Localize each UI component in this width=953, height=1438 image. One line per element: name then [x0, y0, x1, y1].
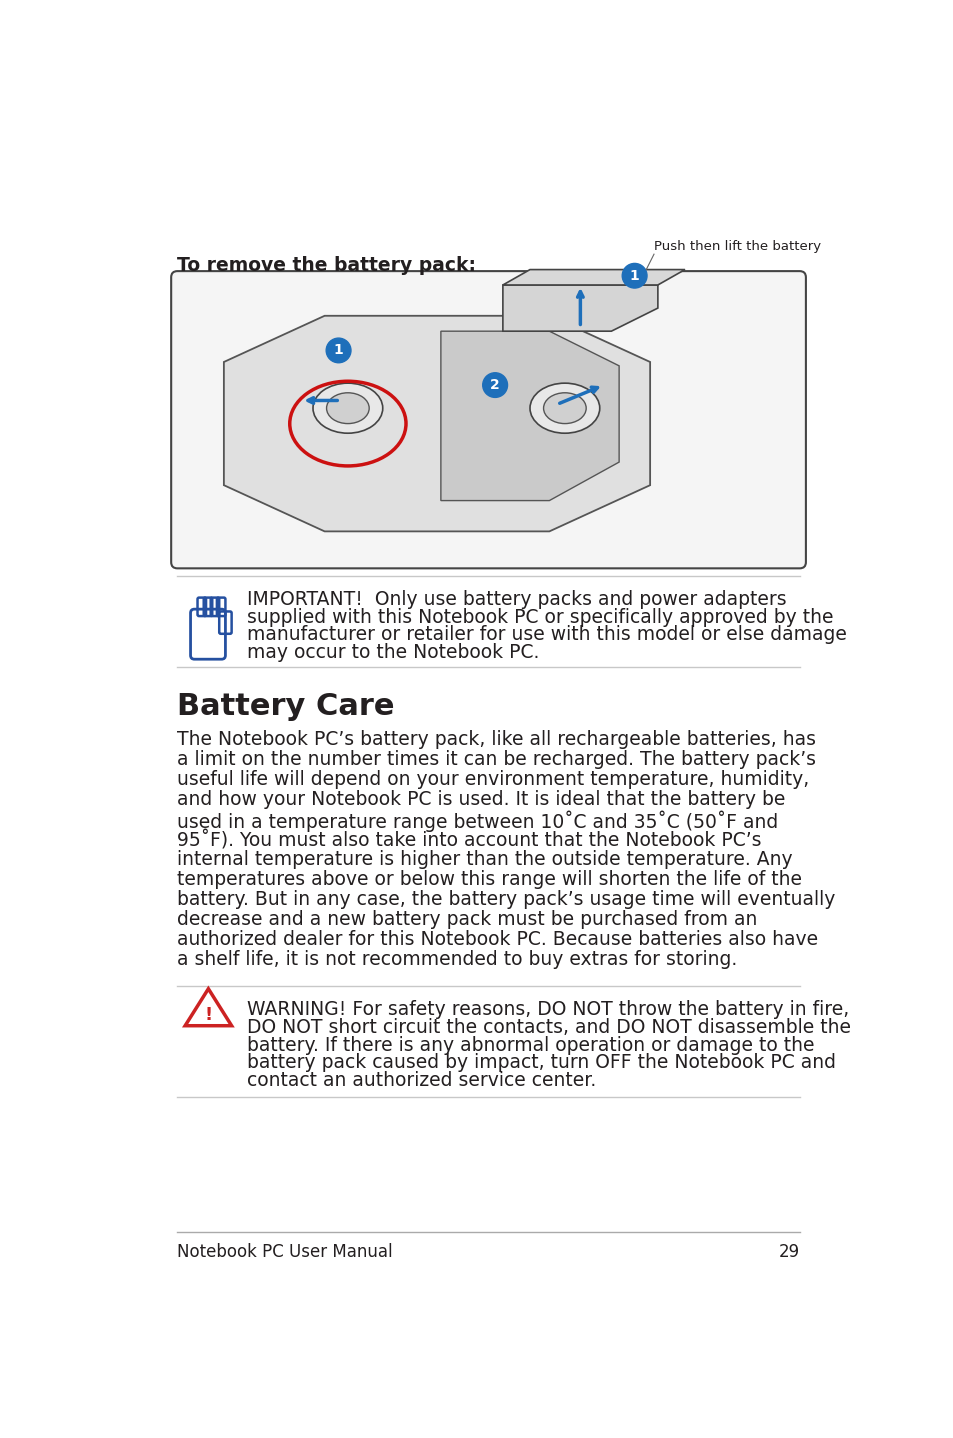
Polygon shape [224, 316, 649, 532]
Text: IMPORTANT!  Only use battery packs and power adapters: IMPORTANT! Only use battery packs and po… [247, 590, 786, 608]
Text: and how your Notebook PC is used. It is ideal that the battery be: and how your Notebook PC is used. It is … [177, 789, 785, 810]
Text: DO NOT short circuit the contacts, and DO NOT disassemble the: DO NOT short circuit the contacts, and D… [247, 1018, 850, 1037]
Circle shape [326, 338, 351, 362]
Text: manufacturer or retailer for use with this model or else damage: manufacturer or retailer for use with th… [247, 626, 846, 644]
Ellipse shape [543, 393, 585, 424]
Text: decrease and a new battery pack must be purchased from an: decrease and a new battery pack must be … [177, 910, 757, 929]
Text: a shelf life, it is not recommended to buy extras for storing.: a shelf life, it is not recommended to b… [177, 951, 737, 969]
Text: supplied with this Notebook PC or specifically approved by the: supplied with this Notebook PC or specif… [247, 608, 833, 627]
Text: Notebook PC User Manual: Notebook PC User Manual [177, 1242, 393, 1261]
Text: Battery Care: Battery Care [177, 692, 395, 720]
Text: battery. But in any case, the battery pack’s usage time will eventually: battery. But in any case, the battery pa… [177, 890, 835, 909]
Circle shape [482, 372, 507, 397]
Text: battery. If there is any abnormal operation or damage to the: battery. If there is any abnormal operat… [247, 1035, 814, 1054]
Ellipse shape [326, 393, 369, 424]
Text: may occur to the Notebook PC.: may occur to the Notebook PC. [247, 643, 539, 661]
Text: 2: 2 [490, 378, 499, 393]
Circle shape [621, 263, 646, 288]
Text: !: ! [204, 1007, 213, 1024]
Text: internal temperature is higher than the outside temperature. Any: internal temperature is higher than the … [177, 850, 792, 869]
Polygon shape [502, 285, 658, 331]
Text: used in a temperature range between 10˚C and 35˚C (50˚F and: used in a temperature range between 10˚C… [177, 810, 778, 831]
Text: temperatures above or below this range will shorten the life of the: temperatures above or below this range w… [177, 870, 801, 889]
Ellipse shape [530, 383, 599, 433]
Text: 1: 1 [629, 269, 639, 283]
Polygon shape [185, 989, 232, 1025]
Text: useful life will depend on your environment temperature, humidity,: useful life will depend on your environm… [177, 771, 809, 789]
FancyBboxPatch shape [171, 272, 805, 568]
Text: To remove the battery pack:: To remove the battery pack: [177, 256, 476, 275]
Polygon shape [440, 331, 618, 500]
Text: authorized dealer for this Notebook PC. Because batteries also have: authorized dealer for this Notebook PC. … [177, 930, 818, 949]
Text: contact an authorized service center.: contact an authorized service center. [247, 1071, 596, 1090]
Text: Push then lift the battery: Push then lift the battery [654, 240, 821, 253]
Text: 1: 1 [334, 344, 343, 358]
Text: 95˚F). You must also take into account that the Notebook PC’s: 95˚F). You must also take into account t… [177, 830, 761, 850]
Ellipse shape [313, 383, 382, 433]
Text: battery pack caused by impact, turn OFF the Notebook PC and: battery pack caused by impact, turn OFF … [247, 1054, 835, 1073]
Text: a limit on the number times it can be recharged. The battery pack’s: a limit on the number times it can be re… [177, 751, 816, 769]
Text: WARNING! For safety reasons, DO NOT throw the battery in fire,: WARNING! For safety reasons, DO NOT thro… [247, 1001, 848, 1020]
Polygon shape [502, 269, 684, 285]
Text: The Notebook PC’s battery pack, like all rechargeable batteries, has: The Notebook PC’s battery pack, like all… [177, 731, 816, 749]
Text: 29: 29 [778, 1242, 799, 1261]
